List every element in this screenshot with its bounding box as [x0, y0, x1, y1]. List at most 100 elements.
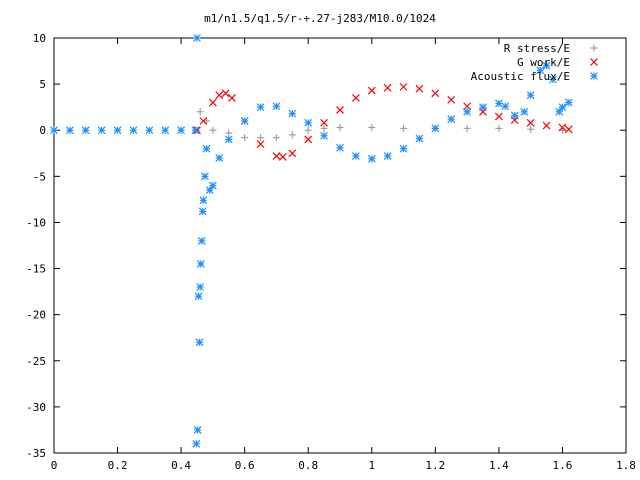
data-point	[558, 103, 567, 112]
data-point	[221, 89, 230, 98]
data-point	[320, 131, 329, 140]
data-point	[201, 172, 209, 181]
plot-frame	[53, 37, 627, 454]
data-point	[367, 154, 376, 163]
data-point	[202, 144, 211, 153]
data-point	[198, 207, 207, 216]
data-point	[367, 86, 376, 95]
data-point	[548, 75, 557, 84]
series-1	[193, 108, 566, 142]
data-point	[542, 61, 551, 70]
y-tick-label: 0	[39, 124, 46, 137]
data-point	[177, 126, 186, 135]
data-point	[197, 236, 206, 245]
series-3	[50, 34, 573, 448]
data-point	[368, 123, 376, 131]
data-point	[195, 338, 204, 347]
y-tick-label: -20	[26, 309, 46, 322]
data-point	[564, 125, 573, 134]
data-point	[194, 292, 203, 301]
data-point	[383, 152, 392, 160]
data-point	[555, 107, 564, 116]
data-point	[527, 125, 535, 133]
data-point	[415, 84, 424, 93]
data-point	[351, 94, 360, 102]
x-tick-label: 1.6	[553, 459, 573, 472]
data-point	[193, 34, 201, 42]
data-point	[272, 152, 281, 160]
legend-label: Acoustic flux/E	[471, 70, 570, 83]
y-tick-label: -5	[33, 170, 46, 183]
data-point	[542, 121, 551, 130]
x-tick-label: 1.4	[489, 459, 509, 472]
y-tick-label: -25	[26, 355, 46, 368]
data-point	[536, 66, 545, 75]
data-point	[257, 134, 265, 142]
data-marks	[50, 34, 573, 448]
x-tick-label: 0	[51, 459, 58, 472]
data-point	[383, 83, 392, 92]
data-point	[447, 115, 456, 124]
data-point	[415, 134, 424, 143]
data-point	[215, 153, 224, 162]
data-point	[240, 117, 249, 125]
data-point	[209, 126, 217, 134]
data-point	[196, 283, 205, 291]
data-point	[431, 89, 440, 98]
data-point	[399, 144, 408, 153]
legend-label: G work/E	[517, 56, 570, 69]
legend-marker	[590, 44, 598, 52]
data-point	[336, 123, 344, 131]
data-point	[351, 152, 360, 160]
data-point	[228, 94, 236, 102]
x-tick-label: 0.6	[235, 459, 255, 472]
data-point	[564, 98, 573, 107]
data-point	[65, 126, 74, 135]
data-point	[479, 103, 487, 112]
data-point	[400, 124, 408, 132]
data-point	[205, 186, 214, 195]
data-point	[50, 126, 58, 135]
data-point	[192, 439, 201, 448]
data-point	[161, 126, 170, 135]
data-point	[199, 117, 208, 125]
data-point	[304, 135, 313, 144]
x-tick-label: 1	[368, 459, 375, 472]
x-tick-label: 1.2	[425, 459, 445, 472]
data-point	[463, 107, 472, 116]
x-tick-label: 0.8	[298, 459, 318, 472]
data-point	[526, 91, 535, 100]
data-point	[256, 103, 265, 112]
data-point	[145, 126, 154, 135]
data-point	[501, 102, 510, 111]
y-tick-label: -10	[26, 216, 46, 229]
data-point	[520, 107, 529, 116]
data-point	[193, 426, 202, 434]
data-point	[288, 149, 297, 158]
legend-marker	[590, 72, 598, 80]
data-point	[97, 126, 106, 135]
data-point	[494, 99, 503, 108]
data-point	[113, 126, 122, 135]
data-point	[196, 260, 205, 268]
data-point	[336, 143, 344, 152]
data-point	[272, 134, 280, 142]
data-point	[208, 98, 217, 107]
data-point	[431, 124, 440, 133]
data-point	[191, 126, 200, 135]
data-point	[199, 196, 208, 205]
chart-title: m1/n1.5/q1.5/r-+.27-j283/M10.0/1024	[204, 12, 436, 25]
data-point	[320, 124, 328, 132]
legend-label: R stress/E	[504, 42, 570, 55]
data-point	[272, 102, 281, 111]
data-point	[288, 131, 296, 139]
x-tick-label: 0.4	[171, 459, 191, 472]
data-point	[304, 118, 313, 127]
x-tick-label: 0.2	[108, 459, 128, 472]
data-point	[320, 118, 329, 127]
data-point	[447, 95, 456, 104]
data-point	[208, 181, 217, 190]
y-tick-label: -15	[26, 263, 46, 276]
data-point	[336, 106, 344, 114]
